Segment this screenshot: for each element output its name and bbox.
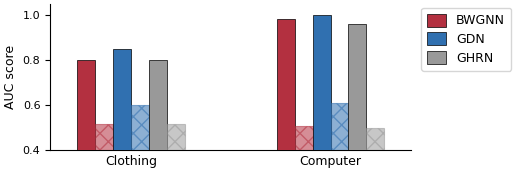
Bar [167, 123, 185, 150]
Bar [95, 123, 113, 150]
Bar [295, 126, 313, 150]
Bar [348, 24, 366, 150]
Bar [131, 105, 149, 150]
Bar [313, 15, 331, 150]
Bar [277, 19, 295, 150]
Bar [77, 60, 95, 150]
Bar [366, 128, 384, 150]
Legend: BWGNN, GDN, GHRN: BWGNN, GDN, GHRN [421, 8, 511, 71]
Bar [113, 50, 131, 150]
Bar [331, 103, 348, 150]
Y-axis label: AUC score: AUC score [4, 45, 17, 109]
Bar [149, 60, 167, 150]
